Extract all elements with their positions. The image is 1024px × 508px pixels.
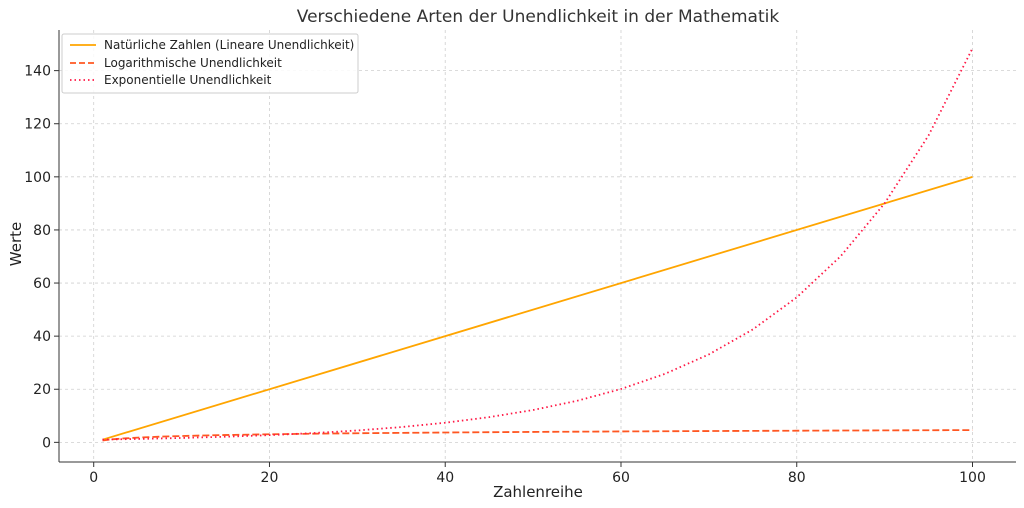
y-tick-label: 60 <box>33 276 51 292</box>
legend-box <box>61 33 359 94</box>
legend-label-logarithmic: Logarithmische Unendlichkeit <box>104 56 282 70</box>
x-tick-label: 0 <box>89 470 98 486</box>
x-tick-label: 100 <box>959 470 986 486</box>
series-linear-line <box>102 175 973 441</box>
series-layer <box>102 47 974 442</box>
y-tick-label: 120 <box>24 117 51 133</box>
chart-title: Verschiedene Arten der Unendlichkeit in … <box>297 7 780 27</box>
y-axis-title: Werte <box>7 222 25 266</box>
legend: Natürliche Zahlen (Lineare Unendlichkeit… <box>61 33 359 94</box>
x-tick-label: 80 <box>788 470 806 486</box>
series-logarithmic-line <box>102 429 973 442</box>
legend-label-linear: Natürliche Zahlen (Lineare Unendlichkeit… <box>104 38 354 52</box>
ticks: 0 20 40 60 80 100 0 20 40 60 80 100 120 140 <box>24 64 986 486</box>
x-tick-label: 60 <box>612 470 630 486</box>
x-tick-label: 20 <box>261 470 279 486</box>
x-axis-title: Zahlenreihe <box>493 483 583 501</box>
y-tick-label: 20 <box>33 382 51 398</box>
y-tick-label: 40 <box>33 329 51 345</box>
y-tick-label: 80 <box>33 223 51 239</box>
legend-label-exponential: Exponentielle Unendlichkeit <box>104 73 272 87</box>
y-tick-label: 140 <box>24 64 51 80</box>
axes <box>58 30 1016 463</box>
grid <box>59 30 1016 462</box>
y-tick-label: 0 <box>42 435 51 451</box>
y-tick-label: 100 <box>24 170 51 186</box>
series-exponential-line <box>102 47 974 441</box>
x-tick-label: 40 <box>436 470 454 486</box>
